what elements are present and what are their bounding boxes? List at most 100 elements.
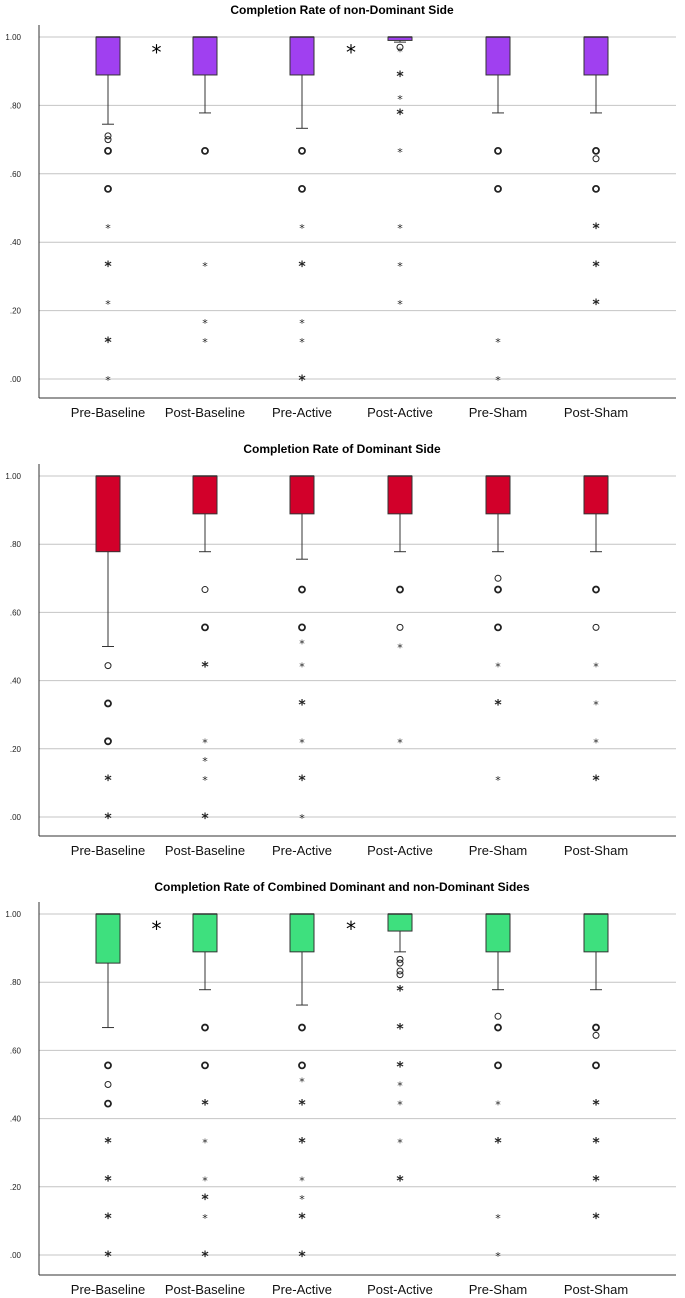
chart-title: Completion Rate of Combined Dominant and…: [154, 880, 530, 894]
outlier-circle: [104, 184, 112, 193]
outlier-star: *: [397, 1080, 403, 1093]
outlier-star: *: [494, 697, 502, 713]
outlier-star: *: [201, 660, 209, 676]
outlier-circle: [396, 623, 404, 631]
box-iqr: [192, 36, 218, 76]
outlier-star: *: [397, 222, 403, 235]
outlier-circle: [298, 184, 306, 193]
box-iqr: [583, 36, 609, 76]
outlier-star: *: [202, 1174, 208, 1187]
box-iqr: [485, 36, 511, 76]
outlier-star: *: [104, 1249, 112, 1265]
outlier-star: *: [201, 1249, 209, 1265]
y-tick-label: 1.00: [5, 33, 21, 42]
outlier-star: *: [592, 773, 600, 789]
outlier-circle: [494, 1012, 502, 1020]
outlier-circle: [592, 184, 600, 193]
box-iqr: [192, 913, 218, 953]
y-tick-label: .80: [10, 101, 22, 110]
x-tick-label: Pre-Sham: [469, 843, 528, 858]
y-tick-label: .20: [10, 307, 22, 316]
outlier-circle: [592, 1061, 600, 1070]
y-tick-label: .00: [10, 813, 22, 822]
box-iqr: [289, 475, 315, 515]
outlier-star: *: [299, 336, 305, 349]
x-tick-label: Post-Baseline: [165, 405, 245, 420]
outlier-star: *: [592, 297, 600, 313]
box-iqr: [387, 475, 413, 515]
outlier-star: *: [495, 374, 501, 387]
box-iqr: [95, 913, 121, 964]
outlier-circle: [494, 623, 502, 632]
x-tick-label: Pre-Sham: [469, 1282, 528, 1297]
outlier-circle: [396, 971, 404, 979]
outlier-star: *: [592, 221, 600, 237]
outlier-star: *: [299, 812, 305, 825]
outlier-star: *: [592, 1098, 600, 1114]
y-tick-label: .80: [10, 540, 22, 549]
outlier-circle: [494, 585, 502, 594]
outlier-circle: [298, 585, 306, 594]
y-tick-label: .40: [10, 1115, 22, 1124]
y-tick-label: .60: [10, 608, 22, 617]
y-tick-label: .00: [10, 375, 22, 384]
outlier-star: *: [593, 661, 599, 674]
outlier-star: *: [593, 698, 599, 711]
outlier-star: *: [298, 259, 306, 275]
outlier-star: *: [104, 259, 112, 275]
outlier-star: *: [202, 260, 208, 273]
outlier-star: *: [397, 260, 403, 273]
x-tick-label: Pre-Sham: [469, 405, 528, 420]
outlier-star: *: [202, 1212, 208, 1225]
outlier-star: *: [396, 1022, 404, 1038]
x-tick-label: Post-Sham: [564, 843, 628, 858]
outlier-circle: [494, 1023, 502, 1032]
outlier-circle: [298, 146, 306, 155]
outlier-star: *: [396, 69, 404, 85]
outlier-circle: [201, 146, 209, 155]
y-tick-label: .80: [10, 978, 22, 987]
outlier-circle: [104, 1081, 112, 1088]
outlier-star: *: [104, 811, 112, 827]
outlier-star: *: [201, 1192, 209, 1208]
outlier-star: *: [104, 1173, 112, 1189]
outlier-circle: [104, 136, 112, 144]
outlier-circle: [396, 959, 404, 967]
box-iqr: [95, 36, 121, 76]
outlier-star: *: [396, 984, 404, 1000]
outlier-star: *: [298, 1211, 306, 1227]
y-tick-label: .40: [10, 677, 22, 686]
outlier-star: *: [299, 736, 305, 749]
x-tick-label: Post-Active: [367, 405, 433, 420]
outlier-circle: [298, 1023, 306, 1032]
chart-title: Completion Rate of non-Dominant Side: [230, 3, 454, 17]
outlier-star: *: [299, 1174, 305, 1187]
chart-panel: Completion Rate of Dominant Side .00 .20 .4…: [5, 442, 676, 858]
outlier-circle: [396, 585, 404, 594]
outlier-circle: [104, 1061, 112, 1070]
outlier-star: *: [201, 811, 209, 827]
outlier-star: *: [299, 638, 305, 651]
outlier-star: *: [397, 93, 403, 106]
significance-marker: *: [346, 917, 356, 941]
outlier-circle: [396, 967, 404, 975]
y-tick-label: 1.00: [5, 910, 21, 919]
box-iqr: [289, 36, 315, 76]
outlier-star: *: [299, 1076, 305, 1089]
significance-marker: *: [152, 40, 162, 64]
outlier-circle: [298, 623, 306, 632]
outlier-circle: [104, 1099, 112, 1108]
outlier-star: *: [299, 317, 305, 330]
outlier-circle: [104, 146, 112, 155]
significance-marker: *: [152, 917, 162, 941]
outlier-star: *: [397, 642, 403, 655]
y-tick-label: .20: [10, 745, 22, 754]
outlier-star: *: [494, 1135, 502, 1151]
outlier-star: *: [202, 736, 208, 749]
x-tick-label: Pre-Baseline: [71, 405, 145, 420]
outlier-star: *: [495, 1212, 501, 1225]
outlier-star: *: [298, 373, 306, 389]
chart-title: Completion Rate of Dominant Side: [243, 442, 441, 456]
outlier-star: *: [396, 1059, 404, 1075]
